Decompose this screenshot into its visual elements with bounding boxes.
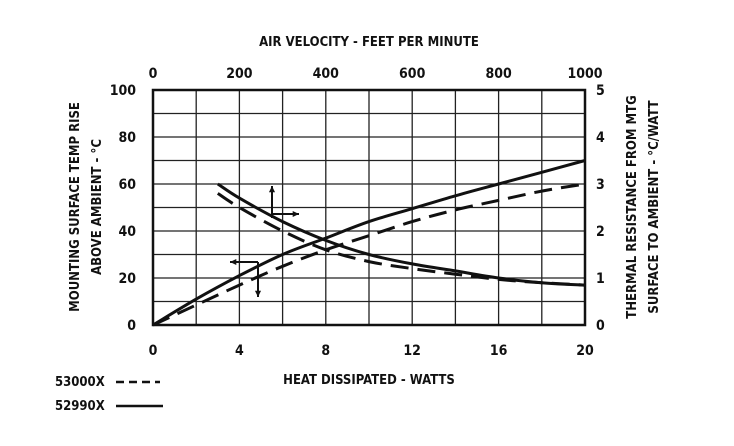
curves [152,159,586,327]
bottom-axis-tick-label: 0 [149,343,158,359]
bottom-axis-tick-label: 20 [576,343,594,359]
right-axis-tick-label: 2 [596,224,605,240]
curve-52990x-thermal-resistance [216,182,586,287]
top-axis-title: AIR VELOCITY - FEET PER MINUTE [259,35,479,50]
curve-53000x-temp-rise [152,182,586,327]
right-axis-title-line2: SURFACE TO AMBIENT - °C/WATT [647,100,662,313]
bottom-axis-tick-label: 12 [403,343,421,359]
left-axis-tick-label: 20 [118,271,136,287]
legend-label-52990x: 52990X [55,399,105,414]
bottom-axis-tick-label: 8 [321,343,330,359]
top-axis-tick-label: 800 [485,66,512,82]
bottom-axis-tick-label: 16 [490,343,508,359]
bottom-axis-tick-label: 4 [235,343,244,359]
left-axis-tick-label: 100 [110,83,137,99]
right-axis-tick-label: 5 [596,83,605,99]
top-axis-tick-label: 1000 [567,66,602,82]
right-axis-tick-label: 0 [596,318,605,334]
legend-label-53000x: 53000X [55,375,105,390]
left-axis-tick-label: 80 [118,130,136,146]
left-axis-tick-label: 60 [118,177,136,193]
plot-frame [151,88,587,327]
top-axis-tick-label: 200 [226,66,253,82]
arrow-up-icon-head [268,186,276,193]
left-axis-title-line2: ABOVE AMBIENT - °C [90,139,105,275]
bottom-axis-title: HEAT DISSIPATED - WATTS [283,373,455,388]
grid [153,90,585,325]
right-axis-tick-label: 1 [596,271,605,287]
left-axis-title-line1: MOUNTING SURFACE TEMP RISE [68,102,83,312]
right-axis-tick-label: 4 [596,130,605,146]
axis-direction-arrows [230,186,299,297]
arrow-left-icon-head [230,258,237,266]
left-axis-tick-label: 40 [118,224,136,240]
left-axis-tick-label: 0 [127,318,136,334]
curve-52990x-temp-rise [152,159,586,327]
right-axis-title-line1: THERMAL RESISTANCE FROM MTG [625,95,640,319]
legend: 53000X 52990X [55,375,163,414]
top-axis-tick-label: 600 [399,66,426,82]
top-axis-tick-label: 400 [313,66,340,82]
right-axis-tick-label: 3 [596,177,605,193]
top-axis-tick-label: 0 [149,66,158,82]
arrow-right-icon-head [292,210,299,218]
arrow-down-icon-head [254,290,262,297]
